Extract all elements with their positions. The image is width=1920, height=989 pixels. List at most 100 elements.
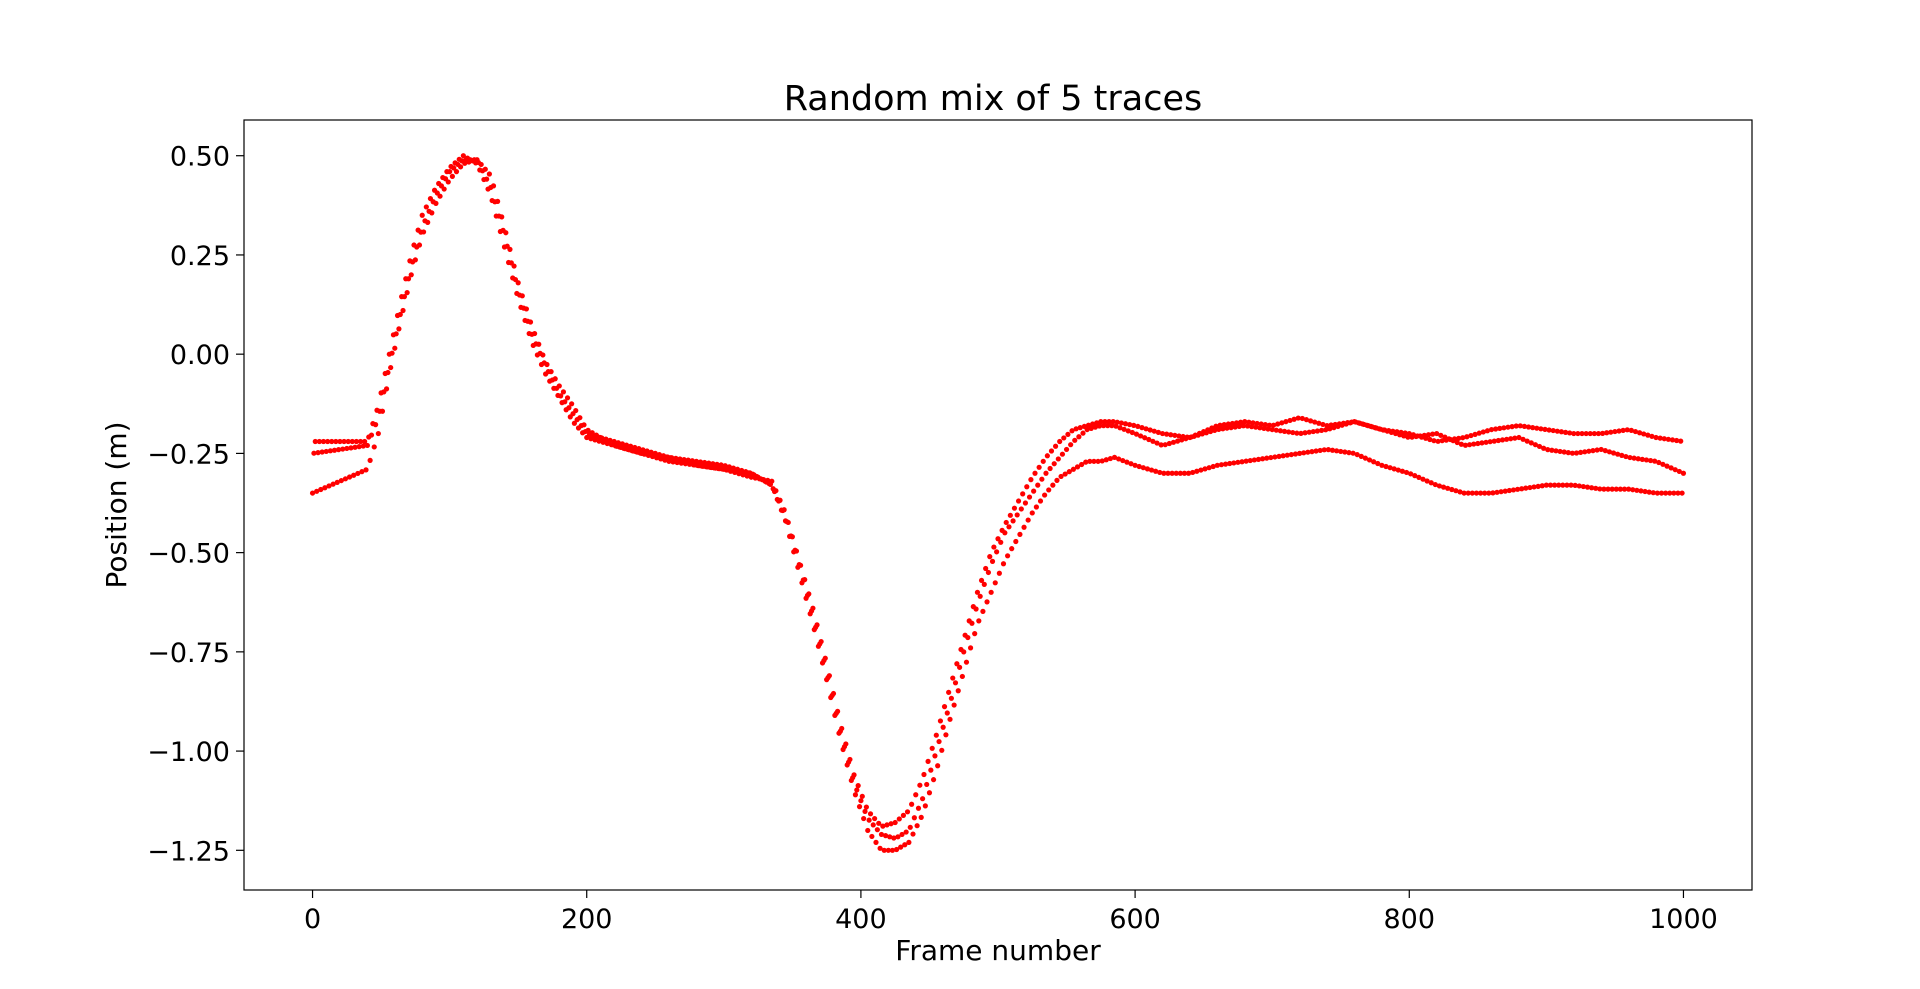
data-point bbox=[877, 845, 883, 851]
data-point bbox=[1510, 487, 1517, 493]
data-point bbox=[773, 488, 779, 494]
data-point bbox=[1239, 459, 1245, 465]
data-point bbox=[1329, 447, 1336, 453]
data-point bbox=[563, 407, 569, 413]
data-point bbox=[1243, 458, 1249, 464]
data-point bbox=[1354, 451, 1360, 458]
data-point bbox=[1302, 430, 1308, 436]
data-point bbox=[388, 364, 394, 371]
x-tick-label: 600 bbox=[1109, 904, 1161, 935]
data-point bbox=[851, 772, 857, 778]
data-point bbox=[1636, 430, 1643, 436]
data-point bbox=[1468, 432, 1474, 439]
data-point bbox=[1658, 490, 1665, 496]
data-point bbox=[330, 481, 336, 487]
data-point bbox=[1317, 447, 1323, 454]
data-point bbox=[1065, 431, 1071, 437]
data-point bbox=[674, 459, 680, 466]
data-point bbox=[1287, 417, 1293, 424]
data-point bbox=[1594, 447, 1600, 453]
data-point bbox=[1612, 428, 1618, 435]
data-point bbox=[1521, 423, 1528, 430]
data-point bbox=[1014, 512, 1020, 518]
data-point bbox=[1128, 461, 1134, 467]
data-point bbox=[1632, 428, 1639, 435]
data-point bbox=[357, 438, 364, 445]
data-point bbox=[978, 577, 985, 584]
data-point bbox=[382, 370, 388, 377]
data-point bbox=[1164, 431, 1170, 437]
data-point bbox=[366, 434, 372, 440]
data-point bbox=[1188, 434, 1194, 440]
data-point bbox=[955, 688, 961, 694]
data-point bbox=[371, 444, 377, 450]
data-point bbox=[1516, 434, 1522, 441]
data-point bbox=[1408, 471, 1414, 477]
data-point bbox=[584, 434, 590, 441]
data-point bbox=[612, 443, 619, 449]
data-point bbox=[1626, 486, 1632, 492]
data-point bbox=[440, 174, 446, 181]
data-point bbox=[1201, 428, 1207, 435]
data-point bbox=[1247, 457, 1253, 464]
data-point bbox=[728, 468, 734, 474]
data-point bbox=[337, 438, 343, 445]
data-point bbox=[707, 464, 713, 470]
data-point bbox=[1561, 449, 1567, 455]
data-point bbox=[1254, 420, 1260, 427]
data-point bbox=[1021, 524, 1027, 530]
data-point bbox=[1196, 430, 1203, 436]
data-point bbox=[909, 801, 915, 807]
data-point bbox=[588, 436, 594, 442]
data-point bbox=[1432, 481, 1438, 488]
data-point bbox=[917, 782, 923, 788]
data-point bbox=[604, 440, 610, 447]
data-point bbox=[1509, 424, 1515, 430]
data-point bbox=[327, 448, 333, 454]
data-point bbox=[1194, 468, 1200, 474]
data-point bbox=[870, 822, 876, 828]
data-point bbox=[404, 290, 410, 296]
data-point bbox=[1232, 424, 1238, 430]
data-point bbox=[1077, 425, 1083, 431]
data-point bbox=[1273, 427, 1279, 433]
data-point bbox=[748, 474, 754, 480]
data-point bbox=[1593, 485, 1599, 491]
data-point bbox=[1589, 485, 1595, 491]
data-point bbox=[1431, 438, 1437, 444]
data-point bbox=[518, 304, 524, 310]
data-point bbox=[1022, 500, 1029, 506]
data-point bbox=[362, 438, 368, 445]
data-point bbox=[943, 732, 949, 738]
data-point bbox=[1399, 468, 1406, 474]
data-point bbox=[1661, 436, 1667, 442]
data-point bbox=[1532, 442, 1538, 448]
data-point bbox=[1520, 436, 1526, 442]
data-point bbox=[889, 847, 896, 853]
data-point bbox=[995, 536, 1001, 542]
data-point bbox=[1597, 486, 1603, 492]
data-point bbox=[1220, 426, 1226, 432]
data-point bbox=[1185, 470, 1192, 476]
data-point bbox=[789, 534, 795, 540]
data-point bbox=[1538, 426, 1544, 432]
data-point bbox=[1641, 431, 1647, 437]
data-point bbox=[1460, 435, 1466, 441]
data-point bbox=[1262, 422, 1268, 428]
data-point bbox=[1026, 494, 1033, 500]
data-point bbox=[1584, 484, 1591, 490]
data-point bbox=[1650, 490, 1656, 496]
data-point bbox=[1423, 435, 1429, 441]
data-point bbox=[1558, 429, 1565, 435]
data-point bbox=[547, 378, 553, 384]
data-point bbox=[914, 823, 920, 829]
data-point bbox=[1643, 457, 1650, 463]
data-point bbox=[637, 450, 643, 456]
data-point bbox=[1301, 450, 1307, 456]
data-point bbox=[1458, 441, 1464, 447]
data-point bbox=[419, 212, 425, 218]
data-point bbox=[1284, 452, 1290, 458]
data-point bbox=[1035, 482, 1041, 488]
data-point bbox=[1129, 429, 1135, 436]
data-point bbox=[1620, 427, 1626, 433]
